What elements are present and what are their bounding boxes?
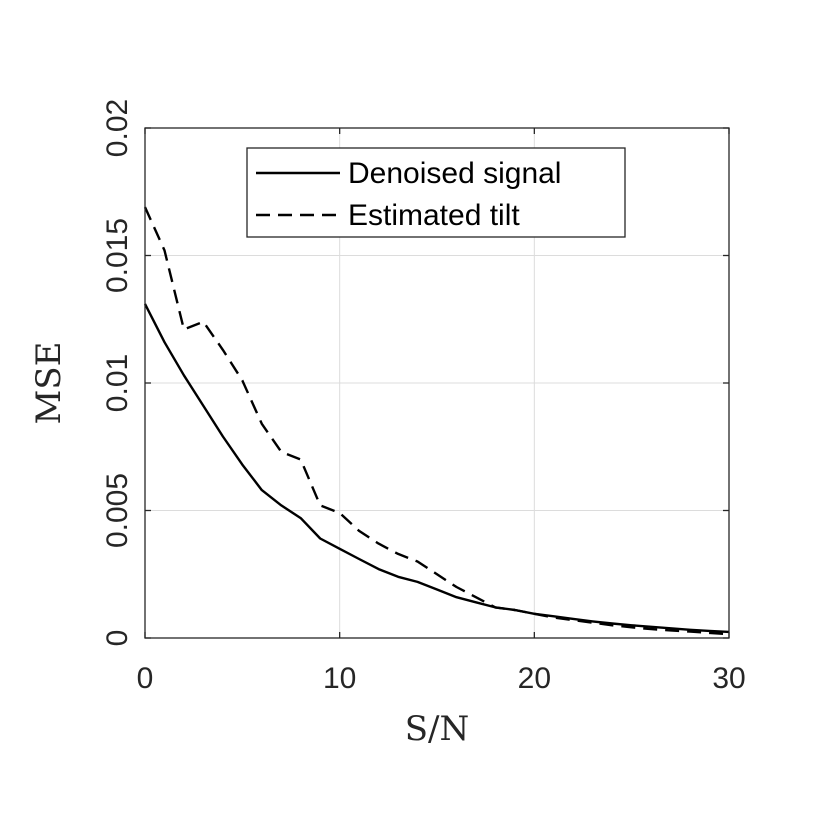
- x-tick-label: 0: [137, 662, 154, 695]
- x-axis-label: S/N: [405, 709, 470, 749]
- y-tick-labels: 0 0.005 0.01 0.015 0.02: [101, 99, 134, 647]
- legend-label-denoised-signal: Denoised signal: [348, 157, 561, 190]
- y-tick-label: 0: [101, 630, 134, 647]
- y-tick-label: 0.005: [101, 473, 134, 548]
- legend-label-estimated-tilt: Estimated tilt: [348, 199, 520, 232]
- legend: Denoised signal Estimated tilt: [246, 147, 626, 238]
- legend-box: [246, 147, 626, 238]
- series-line-estimated-tilt: [143, 206, 730, 636]
- y-axis-label: MSE: [29, 342, 69, 425]
- y-tick-label: 0.02: [101, 99, 134, 157]
- x-tick-labels: 0 10 20 30: [137, 662, 746, 695]
- series-lines: [143, 206, 730, 636]
- x-tick-label: 20: [518, 662, 551, 695]
- series-line-denoised-signal: [143, 303, 730, 634]
- axis-ticks: [144, 127, 730, 639]
- x-tick-label: 10: [323, 662, 356, 695]
- y-tick-label: 0.01: [101, 354, 134, 412]
- y-tick-label: 0.015: [101, 218, 134, 293]
- x-tick-label: 30: [712, 662, 745, 695]
